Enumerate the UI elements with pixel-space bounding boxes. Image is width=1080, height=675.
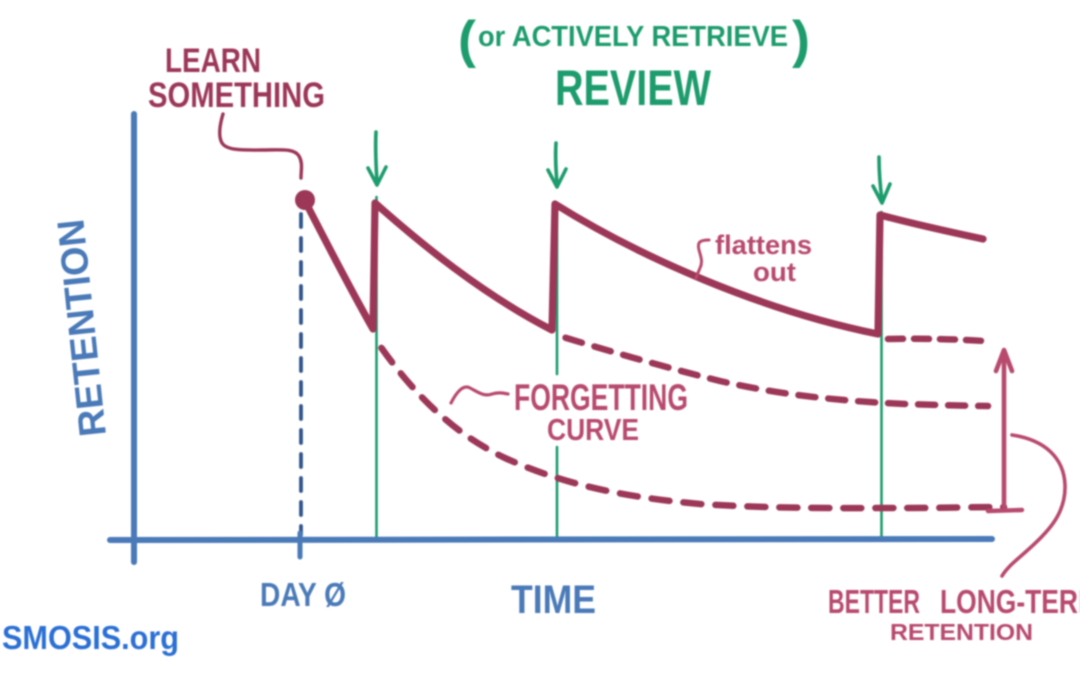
svg-text:LONG-TERM: LONG-TERM [940, 583, 1080, 620]
svg-text:CURVE: CURVE [547, 412, 639, 447]
svg-text:TIME: TIME [511, 578, 596, 622]
svg-text:SOMETHING: SOMETHING [148, 76, 325, 115]
svg-text:LEARN: LEARN [165, 42, 261, 80]
svg-text:BETTER: BETTER [828, 583, 920, 620]
svg-text:SMOSIS.org: SMOSIS.org [2, 619, 179, 656]
svg-text:or ACTIVELY RETRIEVE: or ACTIVELY RETRIEVE [478, 21, 788, 53]
svg-text:FORGETTING: FORGETTING [514, 377, 688, 418]
svg-text:REVIEW: REVIEW [555, 60, 712, 116]
svg-text:RETENTION: RETENTION [890, 619, 1033, 645]
svg-text:): ) [792, 11, 810, 69]
svg-text:DAY Ø: DAY Ø [260, 576, 346, 613]
svg-text:flattens: flattens [715, 230, 812, 260]
svg-text:(: ( [458, 11, 477, 69]
svg-text:out: out [753, 257, 796, 287]
